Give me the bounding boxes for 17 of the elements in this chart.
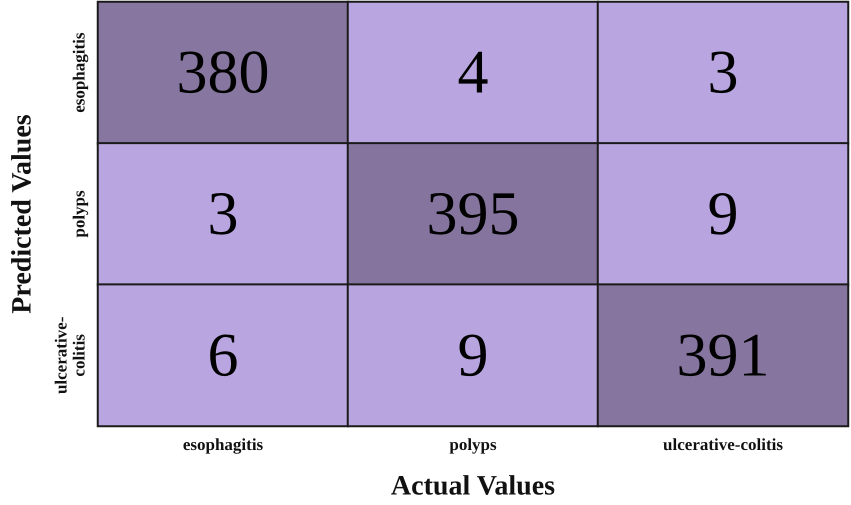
data-label: 391	[676, 321, 770, 390]
y-tick-label: ulcerative-colitis	[52, 316, 88, 394]
y-axis-title: Predicted Values	[6, 114, 38, 314]
data-label: 6	[208, 321, 238, 390]
x-axis-title: Actual Values	[390, 470, 556, 502]
y-tick-label: esophagitis	[70, 32, 88, 113]
data-label: 380	[176, 38, 270, 107]
x-tick-label: ulcerative-colitis	[663, 435, 784, 454]
x-tick-label: esophagitis	[182, 435, 264, 454]
data-label: 4	[458, 38, 488, 107]
data-label: 3	[708, 38, 738, 107]
x-tick-label: polyps	[449, 435, 498, 454]
data-label: 9	[708, 180, 738, 248]
y-tick-label: polyps	[70, 190, 88, 238]
data-label: 9	[458, 321, 488, 390]
data-label: 3	[208, 180, 238, 248]
data-label: 395	[426, 180, 520, 248]
